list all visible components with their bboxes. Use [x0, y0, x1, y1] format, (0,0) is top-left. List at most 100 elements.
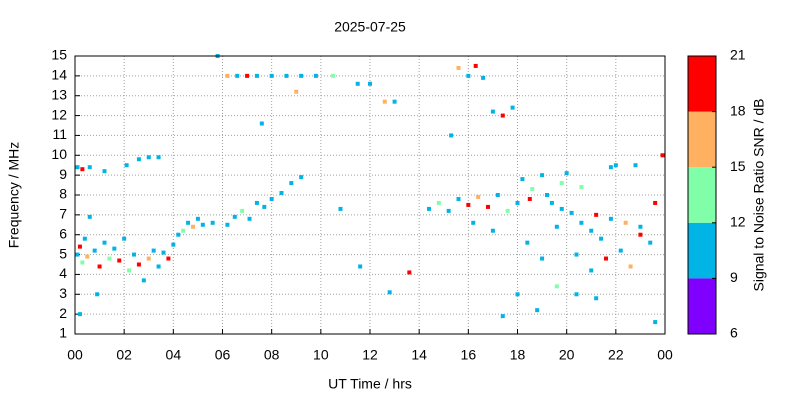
colorbar-segment	[688, 278, 716, 334]
point	[156, 155, 161, 160]
point	[515, 200, 520, 205]
point	[195, 216, 200, 221]
x-tick-label: 22	[608, 347, 624, 363]
x-tick-label: 10	[313, 347, 329, 363]
point	[117, 258, 122, 263]
point	[545, 193, 549, 197]
point	[564, 171, 569, 176]
point	[262, 204, 267, 209]
point	[653, 320, 658, 325]
point	[136, 157, 141, 162]
y-tick-label: 3	[59, 285, 67, 301]
chart-title: 2025-07-25	[334, 19, 406, 35]
point	[594, 212, 599, 217]
point	[75, 165, 80, 170]
colorbar-tick-label: 15	[730, 158, 746, 174]
point	[495, 193, 500, 197]
point	[92, 248, 97, 253]
y-tick-label: 11	[52, 126, 67, 142]
colorbar-frame	[687, 55, 717, 335]
colorbar-segment	[688, 56, 716, 112]
point	[210, 220, 215, 225]
point	[259, 121, 264, 126]
point	[427, 206, 431, 211]
point	[191, 224, 195, 229]
point	[574, 252, 579, 257]
point	[660, 153, 665, 158]
colorbar-tick-label: 9	[730, 269, 738, 285]
point	[589, 268, 594, 273]
point	[122, 236, 127, 241]
plot-frame	[74, 55, 666, 335]
point	[181, 228, 186, 233]
point	[608, 216, 613, 221]
point	[77, 312, 82, 317]
point	[527, 196, 532, 201]
point	[102, 169, 107, 174]
point	[525, 240, 530, 245]
y-tick-label: 2	[59, 305, 67, 321]
point	[235, 73, 240, 78]
point	[549, 200, 554, 205]
point	[559, 181, 564, 186]
point	[151, 248, 156, 253]
colorbar-tick-label: 21	[730, 47, 746, 63]
point	[382, 99, 387, 104]
point	[102, 240, 107, 245]
point	[449, 133, 454, 138]
point	[456, 196, 461, 201]
point	[132, 252, 136, 257]
point	[638, 232, 643, 237]
point	[594, 296, 599, 301]
x-tick-label: 18	[510, 347, 526, 363]
colorbar-segment	[688, 167, 716, 223]
point	[313, 73, 318, 78]
colorbar-label: Signal to Noise Ratio SNR / dB	[751, 99, 767, 292]
point	[225, 222, 230, 227]
point	[446, 208, 451, 213]
point	[613, 163, 618, 168]
y-axis-label: Frequency / MHz	[6, 142, 22, 249]
point	[299, 175, 304, 180]
point	[124, 163, 129, 168]
point	[200, 222, 205, 227]
x-tick-label: 08	[264, 347, 280, 363]
point	[579, 220, 584, 225]
point	[604, 256, 608, 261]
point	[186, 220, 191, 225]
point	[97, 264, 102, 269]
colorbar-tick-label: 6	[730, 325, 738, 341]
point	[87, 165, 92, 170]
point	[505, 208, 510, 213]
x-tick-label: 04	[166, 347, 182, 363]
point	[540, 256, 545, 261]
point	[245, 73, 250, 78]
point	[500, 113, 505, 118]
point	[338, 206, 343, 211]
point	[392, 99, 397, 104]
point	[608, 165, 613, 170]
point	[146, 256, 151, 261]
point	[87, 214, 92, 219]
point	[471, 220, 476, 225]
point	[554, 284, 559, 289]
point	[638, 224, 643, 229]
point	[299, 73, 304, 78]
point	[648, 240, 653, 245]
point	[579, 185, 584, 190]
point	[156, 264, 161, 269]
y-tick-label: 15	[51, 47, 67, 63]
point	[294, 89, 299, 94]
x-tick-label: 00	[657, 347, 673, 363]
point	[623, 220, 628, 225]
point	[358, 264, 363, 269]
point	[161, 250, 166, 255]
point	[599, 236, 604, 241]
point	[490, 109, 495, 114]
point	[107, 256, 112, 261]
point	[146, 155, 151, 160]
point	[75, 252, 80, 257]
point	[331, 73, 336, 78]
point	[500, 314, 505, 319]
point	[232, 214, 237, 219]
